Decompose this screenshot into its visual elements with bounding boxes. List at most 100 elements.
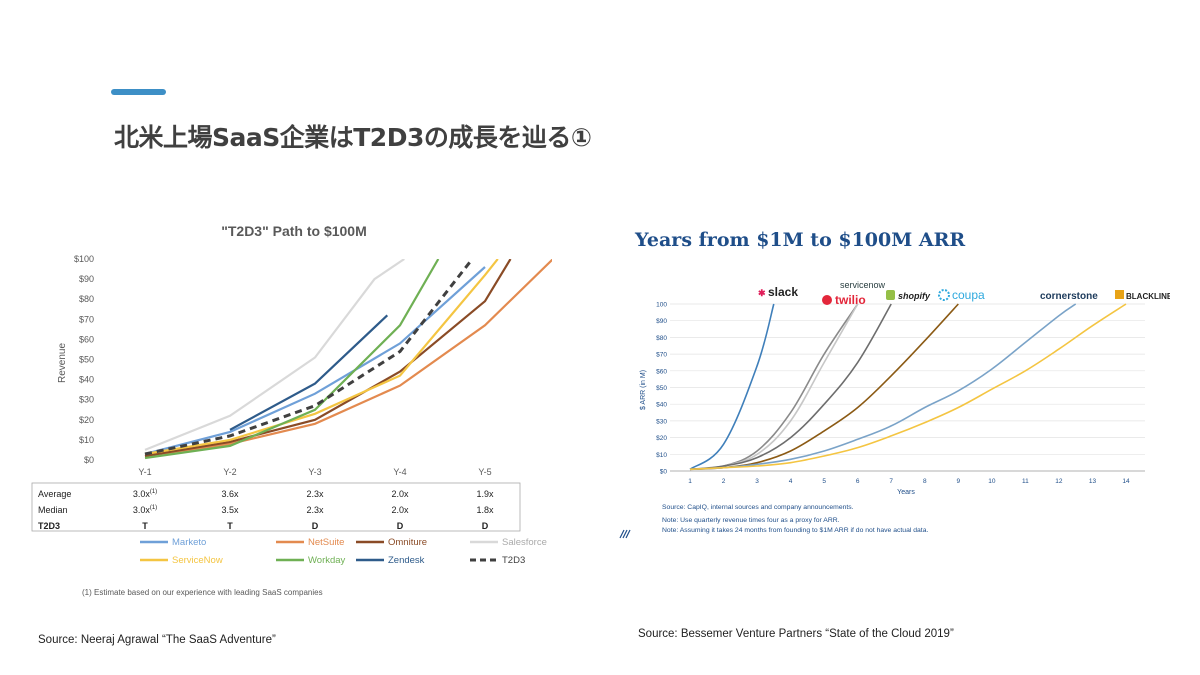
right-x-tick: 3 bbox=[755, 478, 759, 485]
slack-logo: ✱ slack bbox=[758, 285, 798, 299]
left-y-tick: $90 bbox=[79, 274, 94, 284]
series-line-slack bbox=[689, 303, 775, 470]
right-y-tick: 100 bbox=[656, 302, 667, 309]
left-y-tick: $20 bbox=[79, 415, 94, 425]
table-cell: D bbox=[312, 521, 319, 531]
left-y-tick: $50 bbox=[79, 355, 94, 365]
blackline-label: BLACKLINE bbox=[1126, 292, 1170, 301]
series-line-t2d3 bbox=[144, 259, 474, 456]
table-cell: 1.8x bbox=[476, 505, 494, 515]
right-y-tick: $80 bbox=[656, 335, 667, 342]
legend-label: ServiceNow bbox=[172, 555, 223, 566]
coupa-logo: coupa bbox=[938, 288, 985, 302]
right-y-tick: $60 bbox=[656, 368, 667, 375]
right-x-tick: 2 bbox=[722, 478, 726, 485]
table-row-label: Median bbox=[38, 505, 68, 515]
right-chart-title: Years from $1M to $100M ARR bbox=[634, 229, 965, 251]
left-footnote: (1) Estimate based on our experience wit… bbox=[82, 588, 323, 597]
left-y-tick: $60 bbox=[79, 334, 94, 344]
left-y-axis-label: Revenue bbox=[57, 343, 68, 383]
right-y-tick: $0 bbox=[660, 469, 668, 476]
table-cell: T bbox=[142, 521, 148, 531]
left-y-tick: $80 bbox=[79, 294, 94, 304]
table-row-label: Average bbox=[38, 489, 71, 499]
right-source: Source: Bessemer Venture Partners “State… bbox=[638, 628, 954, 640]
legend-label: Salesforce bbox=[502, 537, 547, 548]
right-x-tick: 11 bbox=[1022, 478, 1029, 485]
left-y-tick: $70 bbox=[79, 314, 94, 324]
right-x-axis-label: Years bbox=[897, 489, 915, 496]
growth-table bbox=[31, 482, 521, 532]
right-y-tick: $70 bbox=[656, 352, 667, 359]
legend-label: Marketo bbox=[172, 537, 206, 548]
table-cell: 1.9x bbox=[476, 489, 494, 499]
left-x-tick: Y-3 bbox=[308, 467, 321, 477]
series-line-marketo bbox=[144, 266, 486, 456]
table-cell: 2.3x bbox=[306, 489, 324, 499]
blackline-logo: BLACKLINE bbox=[1115, 290, 1170, 301]
shopify-label: shopify bbox=[898, 291, 931, 301]
series-line-coupa bbox=[689, 303, 959, 471]
left-y-tick: $10 bbox=[79, 435, 94, 445]
slide-title: 北米上場SaaS企業はT2D3の成長を辿る① bbox=[114, 123, 592, 152]
series-line-servicenow bbox=[144, 259, 499, 456]
right-x-tick: 4 bbox=[789, 478, 793, 485]
left-y-tick: $0 bbox=[84, 455, 94, 465]
series-line-omniture bbox=[144, 259, 512, 458]
svg-text:✱: ✱ bbox=[758, 288, 766, 298]
t2d3-chart: "T2D3" Path to $100M Revenue $0 $10 $20 $30… bbox=[31, 223, 552, 597]
table-cell: D bbox=[397, 521, 404, 531]
table-cell: 2.0x bbox=[391, 505, 409, 515]
left-x-tick: Y-2 bbox=[223, 467, 236, 477]
right-note: Source: CapIQ, internal sources and comp… bbox=[662, 504, 854, 511]
legend-label: Zendesk bbox=[388, 555, 425, 566]
left-source: Source: Neeraj Agrawal “The SaaS Adventu… bbox=[38, 634, 276, 646]
table-cell: 3.5x bbox=[221, 505, 239, 515]
shopify-logo: shopify bbox=[886, 290, 931, 301]
right-x-tick: 7 bbox=[889, 478, 893, 485]
legend-label: NetSuite bbox=[308, 537, 344, 548]
right-x-tick: 13 bbox=[1089, 478, 1097, 485]
legend-label: Workday bbox=[308, 555, 346, 566]
series-line-shopify bbox=[689, 303, 892, 471]
table-cell: T bbox=[227, 521, 233, 531]
coupa-label: coupa bbox=[952, 288, 985, 302]
table-cell: 3.6x bbox=[221, 489, 239, 499]
left-x-tick: Y-5 bbox=[478, 467, 491, 477]
series-line-workday bbox=[144, 259, 440, 460]
right-x-tick: 9 bbox=[956, 478, 960, 485]
right-x-tick: 14 bbox=[1122, 478, 1130, 485]
right-y-tick: $90 bbox=[656, 318, 667, 325]
right-y-axis-label: $ ARR (in M) bbox=[640, 370, 647, 410]
table-cell: 3.0x(1) bbox=[133, 489, 157, 499]
left-y-tick: $40 bbox=[79, 375, 94, 385]
legend-label: T2D3 bbox=[502, 555, 525, 566]
right-y-tick: $30 bbox=[656, 418, 667, 425]
series-line-blackline bbox=[689, 303, 1127, 471]
bessemer-chart: Years from $1M to $100M ARR $ ARR (in M)… bbox=[619, 229, 1170, 539]
cornerstone-label: cornerstone bbox=[1040, 291, 1098, 302]
right-y-tick: $20 bbox=[656, 435, 667, 442]
right-y-tick: $40 bbox=[656, 402, 667, 409]
series-line-zendesk bbox=[229, 314, 389, 431]
twilio-label: twilio bbox=[835, 293, 866, 307]
series-line-salesforce bbox=[144, 259, 405, 451]
title-accent-bar bbox=[111, 89, 166, 95]
right-x-tick: 1 bbox=[688, 478, 692, 485]
series-line-servicenow bbox=[689, 303, 859, 471]
series-line-netsuite bbox=[144, 259, 552, 458]
right-y-tick: $50 bbox=[656, 385, 667, 392]
right-x-tick: 6 bbox=[856, 478, 860, 485]
right-note: Note: Use quarterly revenue times four a… bbox=[662, 517, 840, 524]
right-x-tick: 10 bbox=[988, 478, 996, 485]
left-x-tick: Y-1 bbox=[138, 467, 151, 477]
left-y-tick: $30 bbox=[79, 395, 94, 405]
left-chart-title: "T2D3" Path to $100M bbox=[221, 223, 367, 239]
twilio-logo: twilio bbox=[822, 293, 866, 307]
right-note: Note: Assuming it takes 24 months from f… bbox=[662, 527, 928, 534]
slack-label: slack bbox=[768, 285, 798, 299]
right-y-tick: $10 bbox=[656, 452, 667, 459]
servicenow-label: servicenow bbox=[840, 280, 886, 290]
table-row-label: T2D3 bbox=[38, 521, 60, 531]
series-line-cornerstone bbox=[689, 303, 1077, 471]
